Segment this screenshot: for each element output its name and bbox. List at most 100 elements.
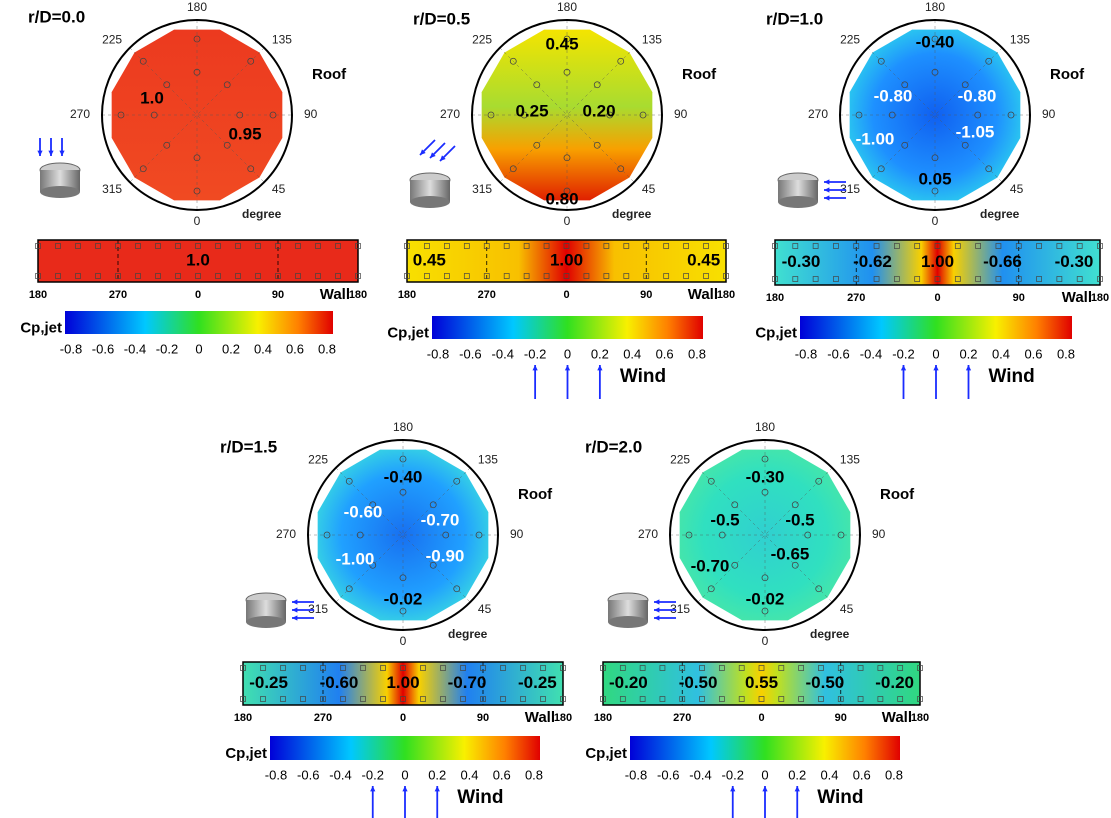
- wall-tap: [600, 665, 606, 671]
- wall-tap: [563, 243, 570, 249]
- colorbar-tick: 0: [401, 767, 408, 782]
- wall-tap: [873, 276, 880, 282]
- roof-value: -0.30: [746, 467, 785, 486]
- wall-tap: [260, 665, 266, 671]
- wall-tap: [135, 243, 141, 249]
- arrow-head: [532, 365, 538, 371]
- wall-value: -0.62: [853, 252, 892, 271]
- angle-label: 270: [70, 107, 90, 121]
- tap: [223, 81, 231, 89]
- silo-base: [608, 616, 648, 628]
- wall-tap: [135, 273, 141, 279]
- wall-tap: [335, 273, 341, 279]
- tap: [606, 111, 614, 119]
- silo-body: [778, 180, 818, 202]
- wall-tap: [772, 243, 778, 249]
- wall-tap: [723, 243, 729, 249]
- colorbar: [630, 736, 900, 760]
- wall-contour: [242, 661, 564, 706]
- wall-tap: [483, 243, 490, 249]
- wall-tap: [560, 665, 566, 671]
- tap: [707, 477, 715, 485]
- silo-base: [778, 196, 818, 208]
- tap: [193, 68, 201, 76]
- panel: r/D=0.5 180 135 90 45 0 315 270 225 Roof degree 0.4…: [387, 0, 735, 399]
- wall-tap: [155, 243, 161, 249]
- wall-tick: 90: [835, 712, 847, 724]
- arrow-head: [824, 195, 830, 201]
- colorbar-label: Cp,jet: [585, 745, 627, 762]
- roof-value: -0.5: [785, 510, 814, 529]
- tap: [345, 585, 353, 593]
- wall-tap: [738, 696, 745, 702]
- wall-tap: [853, 243, 860, 249]
- panel-title: r/D=0.0: [28, 7, 85, 26]
- colorbar: [270, 736, 540, 760]
- wall-tap: [683, 243, 689, 249]
- wall-tap: [335, 243, 341, 249]
- roof-value: -0.5: [710, 510, 739, 529]
- roof-grid: [867, 47, 1003, 183]
- angle-label: 315: [840, 182, 860, 196]
- angle-label: 225: [670, 452, 690, 466]
- tap: [961, 81, 969, 89]
- wall-tap: [400, 696, 406, 702]
- angle-label: 180: [557, 0, 577, 14]
- arrow-head: [762, 786, 768, 792]
- colorbar-tick: -0.2: [892, 346, 914, 361]
- wall-tap: [643, 273, 650, 279]
- wall-tick: 180: [594, 712, 612, 724]
- angle-label: 0: [564, 214, 571, 228]
- colorbar-tick: -0.2: [362, 767, 384, 782]
- wall-tap: [300, 696, 306, 702]
- colorbar-tick: -0.6: [827, 346, 849, 361]
- roof-grid: [697, 467, 833, 603]
- wall-tap: [444, 243, 450, 249]
- wall-tap: [195, 243, 201, 249]
- wall-tap: [235, 243, 241, 249]
- wall-tick: 180: [349, 289, 367, 301]
- tap: [931, 35, 939, 43]
- wall-value: -0.20: [609, 673, 648, 692]
- tap: [855, 111, 863, 119]
- colorbar-tick: 0.6: [1024, 346, 1042, 361]
- wall-tap: [420, 665, 426, 671]
- tap: [533, 81, 541, 89]
- arrow-head: [654, 615, 660, 621]
- tap: [163, 141, 171, 149]
- angle-label: 135: [272, 32, 292, 46]
- colorbar-tick: 0.8: [885, 767, 903, 782]
- colorbar-tick: -0.2: [524, 346, 546, 361]
- wall-value: -0.70: [448, 673, 487, 692]
- wall-tick: 180: [1091, 292, 1109, 304]
- roof-value: 0.20: [582, 101, 615, 120]
- tap: [593, 81, 601, 89]
- arrow-head: [965, 365, 972, 371]
- wall-tap: [503, 273, 510, 279]
- wall-tap: [603, 273, 610, 279]
- tap: [563, 154, 571, 162]
- roof-value: 1.0: [140, 88, 164, 107]
- wall-tap: [235, 273, 241, 279]
- wind-label: Wind: [457, 787, 503, 808]
- panel: r/D=1.5 180 135 90 45 0 315 270 225 Roof degree -0.…: [220, 420, 572, 818]
- wall-label: Wall: [320, 286, 350, 303]
- wall-value: -0.50: [679, 673, 718, 692]
- colorbar-tick: -0.4: [689, 767, 711, 782]
- wall-tap: [792, 276, 799, 282]
- wall-tap: [240, 696, 246, 702]
- roof-value: 0.95: [228, 124, 261, 143]
- wall-tap: [355, 243, 361, 249]
- wall-tick: 90: [477, 712, 489, 724]
- wall-tap: [954, 276, 961, 282]
- wall-tap: [877, 696, 884, 702]
- tap: [453, 477, 461, 485]
- wall-tap: [639, 665, 646, 671]
- angle-label: 90: [872, 527, 886, 541]
- wall-tap: [483, 273, 490, 279]
- angle-label: 225: [308, 452, 328, 466]
- colorbar-tick: 0.8: [1057, 346, 1075, 361]
- roof-contour: [481, 29, 653, 201]
- tap: [442, 531, 450, 539]
- wall-tap: [55, 243, 61, 249]
